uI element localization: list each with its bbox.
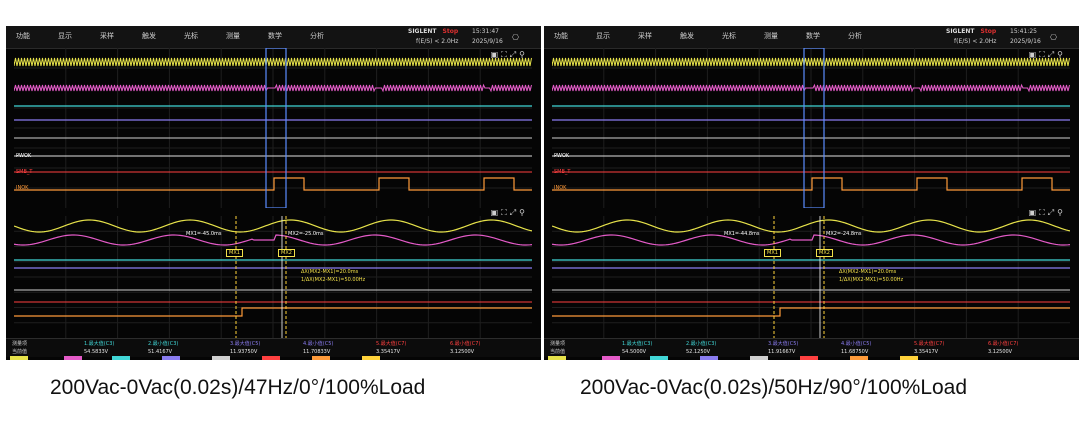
menu-function[interactable]: 功能 bbox=[16, 32, 30, 40]
menu-analysis[interactable]: 分析 bbox=[310, 32, 324, 40]
menu-trigger[interactable]: 触发 bbox=[680, 32, 694, 40]
zoom-plot[interactable]: ▣⛶⤢⚲ MX1=-45.0ms MX2=-25.0ms MX1 MX2 ΔX(… bbox=[14, 208, 532, 338]
cursor-mx2-value: MX2=-25.0ms bbox=[288, 231, 324, 237]
measurement-1[interactable]: 1.最大值(C3) 54.5000V bbox=[622, 341, 653, 355]
zoom-plot[interactable]: ▣⛶⤢⚲ MX1=-44.8ms MX2=-24.8ms MX1 MX2 ΔX(… bbox=[552, 208, 1070, 338]
brand-logo: SIGLENT Stop bbox=[946, 28, 997, 35]
channel-label-inok: INOK bbox=[554, 185, 567, 191]
measurement-6[interactable]: 6.最小值(C7) 3.12500V bbox=[988, 341, 1019, 355]
ch2-sine bbox=[14, 234, 532, 246]
measurement-4[interactable]: 4.最小值(C5) 11.68750V bbox=[841, 341, 872, 355]
overview-plot[interactable]: ▣⛶⤢⚲ PWOK SMB_T INOK bbox=[14, 48, 532, 208]
ch7-trace bbox=[14, 177, 532, 191]
menu-measure[interactable]: 测量 bbox=[764, 32, 778, 40]
cursor-mx1-value: MX1=-45.0ms bbox=[186, 231, 222, 237]
measurement-3[interactable]: 3.最大值(C5) 11.91667V bbox=[768, 341, 799, 355]
channel-label-inok: INOK bbox=[16, 185, 29, 191]
measurement-bar: 测量项 当前值 1.最大值(C3) 54.5833V 2.最小值(C3) 51.416… bbox=[6, 338, 541, 357]
menu-trigger[interactable]: 触发 bbox=[142, 32, 156, 40]
measurement-header: 测量项 当前值 bbox=[550, 341, 566, 355]
channel-label-pwok: PWOK bbox=[554, 153, 570, 159]
cursor-mx1-tag[interactable]: MX1 bbox=[226, 249, 243, 257]
run-status: Stop bbox=[442, 28, 459, 35]
cursor-mx2-tag[interactable]: MX2 bbox=[278, 249, 295, 257]
channel-label-smb: SMB_T bbox=[16, 169, 33, 175]
ch7-trace bbox=[552, 177, 1070, 191]
caption-right: 200Vac-0Vac(0.02s)/50Hz/90°/100%Load bbox=[580, 376, 968, 399]
menu-acquire[interactable]: 采样 bbox=[100, 32, 114, 40]
channel-label-smb: SMB_T bbox=[554, 169, 571, 175]
zoom-waveforms bbox=[14, 216, 532, 338]
zoom-plot-tools[interactable]: ▣⛶⤢⚲ bbox=[490, 208, 528, 217]
menu-bar: 功能 显示 采样 触发 光标 测量 数学 分析 SIGLENT Stop f(E/… bbox=[544, 26, 1079, 49]
measurement-4[interactable]: 4.最小值(C5) 11.70833V bbox=[303, 341, 334, 355]
overview-waveforms bbox=[552, 48, 1070, 208]
caption-left: 200Vac-0Vac(0.02s)/47Hz/0°/100%Load bbox=[50, 376, 426, 399]
ch7-step bbox=[14, 307, 532, 317]
menu-cursor[interactable]: 光标 bbox=[722, 32, 736, 40]
lock-icon[interactable]: ⎔ bbox=[1050, 33, 1057, 42]
menu-math[interactable]: 数学 bbox=[268, 32, 282, 40]
trigger-status: f(E/S) < 2.0Hz bbox=[954, 38, 997, 45]
measurement-5[interactable]: 5.最大值(C7) 3.35417V bbox=[914, 341, 945, 355]
menu-bar: 功能 显示 采样 触发 光标 测量 数学 分析 SIGLENT Stop f(E/… bbox=[6, 26, 541, 49]
delta-x-readout: ΔX(MX2-MX1)=20.0ms 1/ΔX(MX2-MX1)=50.00Hz bbox=[301, 269, 366, 283]
delta-x-readout: ΔX(MX2-MX1)=20.0ms 1/ΔX(MX2-MX1)=50.00Hz bbox=[839, 269, 904, 283]
cursor-mx2-tag[interactable]: MX2 bbox=[816, 249, 833, 257]
overview-plot[interactable]: ▣⛶⤢⚲ PWOK SMB_T INOK bbox=[552, 48, 1070, 208]
zoom-window bbox=[265, 48, 287, 208]
lock-icon[interactable]: ⎔ bbox=[512, 33, 519, 42]
measurement-6[interactable]: 6.最小值(C7) 3.12500V bbox=[450, 341, 481, 355]
measurement-3[interactable]: 3.最大值(C5) 11.93750V bbox=[230, 341, 261, 355]
zoom-waveforms bbox=[552, 216, 1070, 338]
clock-date: 2025/9/16 bbox=[472, 38, 503, 45]
ch1-sine bbox=[552, 219, 1070, 233]
ch1-trace bbox=[552, 57, 1070, 67]
menu-cursor[interactable]: 光标 bbox=[184, 32, 198, 40]
measurement-2[interactable]: 2.最小值(C3) 51.4167V bbox=[148, 341, 179, 355]
cursor-mx2-value: MX2=-24.8ms bbox=[826, 231, 862, 237]
channel-label-pwok: PWOK bbox=[16, 153, 32, 159]
ch2-trace bbox=[14, 83, 532, 93]
plot-tools[interactable]: ▣⛶⤢⚲ bbox=[490, 50, 528, 59]
clock-time: 15:41:25 bbox=[1010, 28, 1037, 35]
ch2-trace bbox=[552, 83, 1070, 93]
menu-function[interactable]: 功能 bbox=[554, 32, 568, 40]
measurement-1[interactable]: 1.最大值(C3) 54.5833V bbox=[84, 341, 115, 355]
zoom-plot-tools[interactable]: ▣⛶⤢⚲ bbox=[1028, 208, 1066, 217]
menu-math[interactable]: 数学 bbox=[806, 32, 820, 40]
ch1-sine bbox=[14, 219, 532, 233]
plot-tools[interactable]: ▣⛶⤢⚲ bbox=[1028, 50, 1066, 59]
clock-time: 15:31:47 bbox=[472, 28, 499, 35]
measurement-5[interactable]: 5.最大值(C7) 3.35417V bbox=[376, 341, 407, 355]
menu-display[interactable]: 显示 bbox=[596, 32, 610, 40]
clock-date: 2025/9/16 bbox=[1010, 38, 1041, 45]
cursor-mx1-tag[interactable]: MX1 bbox=[764, 249, 781, 257]
zoom-window bbox=[803, 48, 825, 208]
menu-display[interactable]: 显示 bbox=[58, 32, 72, 40]
scope-screenshot-left: 功能 显示 采样 触发 光标 测量 数学 分析 SIGLENT Stop f(E/… bbox=[6, 26, 541, 360]
menu-analysis[interactable]: 分析 bbox=[848, 32, 862, 40]
measurement-header: 测量项 当前值 bbox=[12, 341, 28, 355]
overview-waveforms bbox=[14, 48, 532, 208]
measurement-bar: 测量项 当前值 1.最大值(C3) 54.5000V 2.最小值(C3) 52.125… bbox=[544, 338, 1079, 357]
channel-strip[interactable] bbox=[6, 356, 541, 360]
brand-logo: SIGLENT Stop bbox=[408, 28, 459, 35]
ch7-step bbox=[552, 307, 1070, 317]
scope-screenshot-right: 功能 显示 采样 触发 光标 测量 数学 分析 SIGLENT Stop f(E/… bbox=[544, 26, 1079, 360]
trigger-status: f(E/S) < 2.0Hz bbox=[416, 38, 459, 45]
measurement-2[interactable]: 2.最小值(C3) 52.1250V bbox=[686, 341, 717, 355]
ch2-sine bbox=[552, 234, 1070, 246]
run-status: Stop bbox=[980, 28, 997, 35]
cursor-mx1-value: MX1=-44.8ms bbox=[724, 231, 760, 237]
menu-measure[interactable]: 测量 bbox=[226, 32, 240, 40]
ch1-trace bbox=[14, 57, 532, 67]
channel-strip[interactable] bbox=[544, 356, 1079, 360]
menu-acquire[interactable]: 采样 bbox=[638, 32, 652, 40]
